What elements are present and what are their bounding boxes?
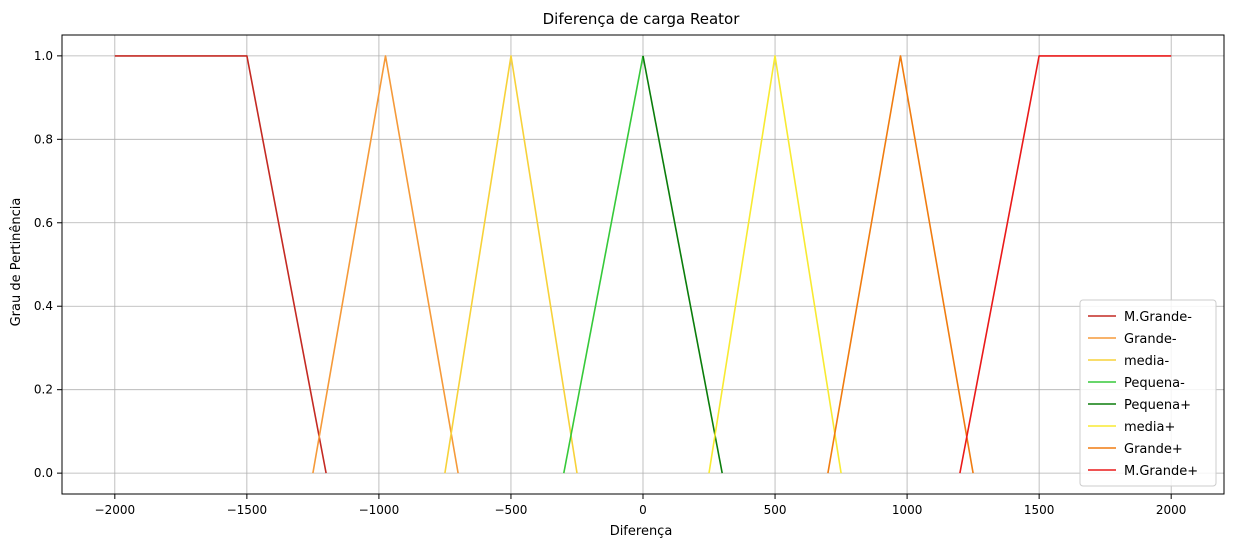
chart-title: Diferença de carga Reator xyxy=(543,10,741,28)
y-tick-label: 0.2 xyxy=(34,383,53,397)
legend-label: Grande- xyxy=(1124,332,1177,347)
y-tick-label: 0.0 xyxy=(34,466,53,480)
ticks: −2000 −1500 −1000 −500 0 500 1000 1500 2000 0.0 0.… xyxy=(34,49,1187,517)
y-tick-label: 0.4 xyxy=(34,299,53,313)
y-tick-label: 1.0 xyxy=(34,49,53,63)
legend-label: M.Grande- xyxy=(1124,310,1192,325)
x-tick-label: 1000 xyxy=(892,503,923,517)
legend: M.Grande- Grande-media- Pequena- Pequena+ me… xyxy=(1079,299,1217,487)
x-tick-label: −1000 xyxy=(359,503,400,517)
series-line-Grande- xyxy=(312,55,459,474)
series-line-media+ xyxy=(708,55,842,474)
y-tick-label: 0.8 xyxy=(34,132,53,146)
x-tick-label: 0 xyxy=(639,503,647,517)
series-line-media- xyxy=(444,55,578,474)
legend-label: Grande+ xyxy=(1124,442,1183,457)
series-layer xyxy=(114,55,1172,474)
legend-label: media+ xyxy=(1124,420,1175,435)
x-tick-label: 500 xyxy=(764,503,787,517)
x-tick-label: −500 xyxy=(494,503,527,517)
x-axis-label: Diferença xyxy=(610,524,673,539)
x-tick-label: 1500 xyxy=(1024,503,1055,517)
legend-label: media- xyxy=(1124,354,1169,369)
series-line-Pequena+ xyxy=(642,55,723,474)
legend-label: M.Grande+ xyxy=(1124,464,1198,479)
legend-label: Pequena- xyxy=(1124,376,1185,391)
x-tick-label: −1500 xyxy=(227,503,268,517)
y-axis-label: Grau de Pertinência xyxy=(9,198,24,327)
series-line-Pequena- xyxy=(563,55,644,474)
series-line-Grande+ xyxy=(827,55,974,474)
legend-box xyxy=(1079,299,1217,487)
series-line-M.Grande+ xyxy=(959,55,1172,474)
x-tick-label: 2000 xyxy=(1156,503,1187,517)
series-line-M.Grande- xyxy=(114,55,327,474)
y-tick-label: 0.6 xyxy=(34,216,53,230)
x-tick-label: −2000 xyxy=(95,503,136,517)
grid xyxy=(62,35,1224,494)
legend-label: Pequena+ xyxy=(1124,398,1191,413)
